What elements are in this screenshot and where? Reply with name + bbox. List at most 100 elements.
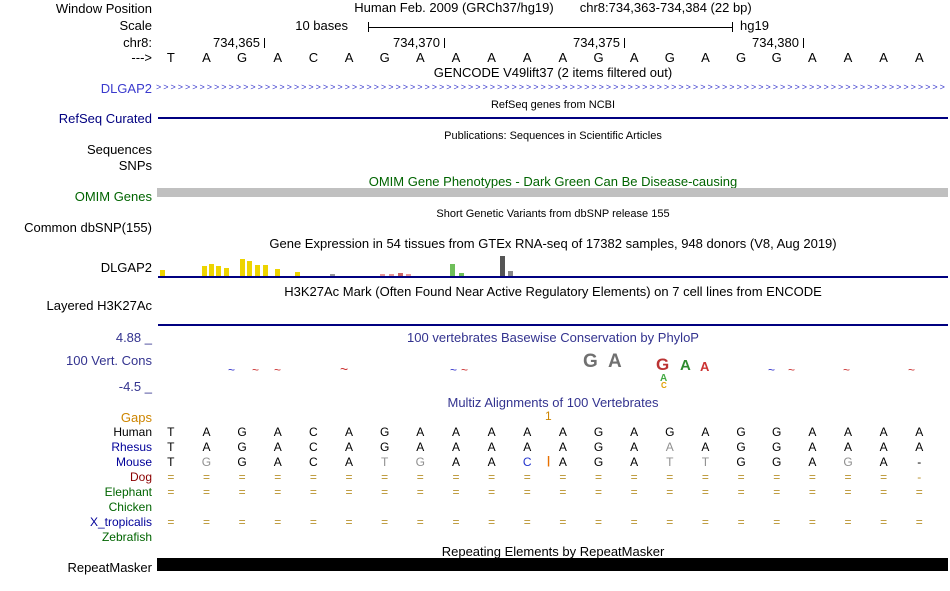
- snps-label[interactable]: SNPs: [118, 158, 152, 173]
- expression-bar[interactable]: [450, 264, 455, 277]
- species-label-x_tropicalis[interactable]: X_tropicalis: [89, 515, 152, 529]
- publications-track-title[interactable]: Publications: Sequences in Scientific Ar…: [444, 130, 662, 142]
- expression-bar[interactable]: [255, 265, 260, 277]
- phylop-conservation-glyphs[interactable]: ~ ~ ~ ~ ~ ~ G A G A A A C ~ ~ ~ ~: [0, 330, 950, 396]
- assembly-tag: hg19: [740, 18, 769, 33]
- repeatmasker-label[interactable]: RepeatMasker: [67, 560, 152, 575]
- expression-bar[interactable]: [160, 270, 165, 277]
- alignment-row[interactable]: Elephant = = = = = = = = = = = = = = = = = = = = = =: [0, 485, 950, 500]
- species-label-mouse[interactable]: Mouse: [115, 455, 152, 469]
- expression-bar[interactable]: [247, 261, 252, 277]
- align-base: T: [167, 455, 175, 469]
- align-base: T: [380, 455, 389, 469]
- dbsnp-track-title[interactable]: Short Genetic Variants from dbSNP releas…: [436, 208, 670, 220]
- glyph: C: [661, 381, 667, 390]
- phylop-track-label[interactable]: 100 Vert. Cons: [66, 353, 152, 368]
- align-base: G: [379, 440, 390, 454]
- species-label-dog[interactable]: Dog: [129, 470, 152, 484]
- sequences-label[interactable]: Sequences: [86, 142, 152, 157]
- align-base: T: [701, 455, 710, 469]
- alignment-row[interactable]: Rhesus T A G A C A G A A A A A G A A A G G A A A A: [0, 440, 950, 455]
- base: A: [487, 50, 496, 65]
- expression-bar[interactable]: [209, 264, 214, 277]
- gtex-expression-bars[interactable]: [158, 250, 948, 277]
- expression-bar[interactable]: [275, 269, 280, 277]
- gtex-gene-label[interactable]: DLGAP2: [100, 260, 152, 275]
- alignment-row[interactable]: X_tropicalis = = = = = = = = = = = = = = = = = = = = = =: [0, 515, 950, 530]
- ruler-coordinate: 734,375: [573, 35, 620, 50]
- align-base: A: [273, 425, 282, 439]
- expression-bar[interactable]: [389, 274, 394, 277]
- align-base: =: [274, 470, 282, 484]
- expression-bar[interactable]: [406, 274, 411, 277]
- align-base: =: [666, 515, 674, 529]
- alignment-row[interactable]: Human T A G A C A G A A A A A G A G A G G A A A A: [0, 425, 950, 440]
- align-base: =: [595, 470, 603, 484]
- repeatmasker-track-title[interactable]: Repeating Elements by RepeatMasker: [441, 544, 665, 559]
- align-base: =: [773, 485, 781, 499]
- gencode-track-title[interactable]: GENCODE V49lift37 (2 items filtered out): [433, 65, 673, 80]
- refseq-curated-label[interactable]: RefSeq Curated: [58, 111, 152, 126]
- alignment-row[interactable]: Mouse T G G A C A T G A A C A G A T T G G A G A -: [0, 455, 950, 470]
- gtex-track-title[interactable]: Gene Expression in 54 tissues from GTEx …: [269, 236, 837, 251]
- align-base: =: [309, 470, 317, 484]
- expression-bar[interactable]: [202, 266, 207, 277]
- repeatmasker-element-bar[interactable]: [157, 558, 948, 571]
- expression-bar[interactable]: [398, 273, 403, 277]
- base: A: [843, 50, 853, 65]
- expression-bar[interactable]: [500, 256, 505, 277]
- omim-genes-label[interactable]: OMIM Genes: [74, 189, 152, 204]
- expression-bar[interactable]: [330, 274, 335, 277]
- common-dbsnp-label[interactable]: Common dbSNP(155): [24, 220, 152, 235]
- expression-bar[interactable]: [224, 268, 229, 277]
- refseq-track-title[interactable]: RefSeq genes from NCBI: [490, 99, 616, 111]
- expression-bar[interactable]: [216, 266, 221, 277]
- align-base: =: [523, 470, 531, 484]
- base: A: [879, 50, 888, 65]
- gencode-item-label[interactable]: DLGAP2: [100, 81, 152, 96]
- align-base: -: [917, 455, 922, 469]
- species-label-human[interactable]: Human: [113, 425, 152, 439]
- expression-bar[interactable]: [295, 272, 300, 277]
- gaps-row-label[interactable]: Gaps: [120, 410, 152, 425]
- align-base: =: [345, 470, 353, 484]
- align-base: A: [487, 425, 496, 439]
- align-base: =: [309, 485, 317, 499]
- align-base: =: [238, 470, 246, 484]
- phylop-track-title[interactable]: 100 vertebrates Basewise Conservation by…: [407, 330, 699, 345]
- gencode-transcript-arrows[interactable]: >>>>>>>>>>>>>>>>>>>>>>>>>>>>>>>>>>>>>>>>…: [156, 82, 946, 92]
- omim-gene-bar[interactable]: [157, 188, 948, 197]
- glyph: ~: [461, 363, 469, 377]
- align-base: =: [701, 515, 709, 529]
- align-base: =: [701, 470, 709, 484]
- gtex-baseline[interactable]: [158, 276, 948, 278]
- align-base: =: [737, 515, 745, 529]
- refseq-gene-line[interactable]: [158, 117, 948, 119]
- species-label-zebrafish[interactable]: Zebrafish: [101, 530, 152, 544]
- h3k27ac-track-title[interactable]: H3K27Ac Mark (Often Found Near Active Re…: [284, 284, 822, 299]
- species-label-rhesus[interactable]: Rhesus: [111, 440, 152, 454]
- expression-bar[interactable]: [380, 274, 385, 277]
- glyph: A: [660, 373, 668, 384]
- align-base: =: [559, 470, 567, 484]
- alignment-row[interactable]: Zebrafish: [0, 530, 950, 545]
- align-base: =: [523, 485, 531, 499]
- expression-bar[interactable]: [459, 273, 464, 277]
- omim-track-title[interactable]: OMIM Gene Phenotypes - Dark Green Can Be…: [368, 174, 738, 189]
- layered-h3k27ac-label[interactable]: Layered H3K27Ac: [46, 298, 152, 313]
- species-label-elephant[interactable]: Elephant: [104, 485, 152, 499]
- alignment-row[interactable]: Chicken: [0, 500, 950, 515]
- align-base: A: [487, 440, 496, 454]
- align-base: G: [593, 440, 604, 454]
- align-base: G: [415, 455, 425, 469]
- expression-bar[interactable]: [263, 265, 268, 277]
- multiz-track-title[interactable]: Multiz Alignments of 100 Vertebrates: [447, 395, 659, 410]
- species-label-chicken[interactable]: Chicken: [108, 500, 152, 514]
- h3k27ac-baseline[interactable]: [158, 324, 948, 326]
- align-base: G: [379, 425, 390, 439]
- align-base: A: [558, 455, 567, 469]
- assembly-title: Human Feb. 2009 (GRCh37/hg19): [354, 0, 554, 15]
- alignment-row[interactable]: Dog = = = = = = = = = = = = = = = = = = = = = -: [0, 470, 950, 485]
- expression-bar[interactable]: [508, 271, 513, 277]
- expression-bar[interactable]: [240, 259, 245, 277]
